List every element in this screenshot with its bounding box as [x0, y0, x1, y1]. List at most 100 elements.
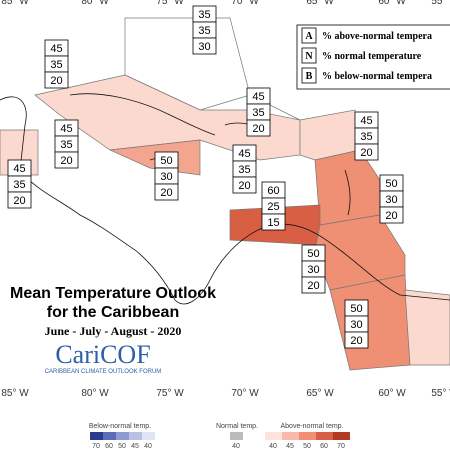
zone-suriname — [404, 289, 450, 366]
probability: 30 — [198, 41, 210, 53]
box-cell — [44, 71, 69, 89]
lesser-antilles — [344, 169, 351, 216]
legend-normal-title: Normal temp. — [216, 423, 258, 430]
probability: 45 — [13, 163, 25, 175]
probability: 30 — [385, 194, 397, 206]
box-cell — [54, 151, 79, 169]
probability: 20 — [360, 147, 372, 159]
box-cell — [7, 191, 32, 209]
probability: 30 — [350, 319, 362, 331]
legend-swatch — [282, 432, 299, 440]
longitude-label: 70° W — [231, 0, 259, 7]
longitude-label: 85° W — [1, 0, 29, 7]
probability: 35 — [13, 179, 25, 191]
longitude-label: 65° W — [306, 0, 334, 7]
key: A % above-normal tempera N % normal tempera… — [301, 27, 432, 84]
longitude-label: 80° W — [81, 388, 109, 399]
legend-tick: 45 — [286, 443, 294, 450]
legend-tick: 40 — [144, 443, 152, 450]
probability: 45 — [238, 148, 250, 160]
probability: 20 — [350, 335, 362, 347]
legend-tick: 60 — [105, 443, 113, 450]
legend-swatch — [265, 432, 282, 440]
probability: 30 — [307, 264, 319, 276]
box-cell — [354, 143, 379, 161]
key-letter: B — [306, 71, 313, 82]
longitude-label: 75° W — [156, 388, 184, 399]
probability: 20 — [238, 180, 250, 192]
probability: 45 — [60, 123, 72, 135]
probability: 20 — [50, 75, 62, 87]
legend-swatch — [333, 432, 350, 440]
key-letter: N — [305, 51, 313, 62]
longitude-label: 55° W — [431, 388, 450, 399]
box-cell — [246, 119, 271, 137]
longitude-bottom: 85° W 80° W 75° W 70° W 65° W 60° W 55° W — [1, 388, 450, 399]
key-text: % below-normal tempera — [322, 71, 432, 82]
box-cell — [192, 37, 217, 55]
longitude-top: 85° W 80° W 75° W 70° W 65° W 60° W 55° W — [1, 0, 450, 7]
probability: 35 — [360, 131, 372, 143]
box-cell — [301, 276, 326, 294]
box-cell — [344, 331, 369, 349]
longitude-label: 55° W — [431, 0, 450, 7]
probability: 20 — [13, 195, 25, 207]
legend-tick: 45 — [131, 443, 139, 450]
probability: 50 — [350, 303, 362, 315]
legend-tick: 50 — [303, 443, 311, 450]
legend-swatch — [103, 432, 116, 440]
key-letter: A — [305, 31, 313, 42]
key-text: % normal temperature — [322, 51, 422, 62]
longitude-label: 70° W — [231, 388, 259, 399]
legend-swatch — [316, 432, 333, 440]
box-cell — [379, 206, 404, 224]
probability: 20 — [160, 187, 172, 199]
probability: 30 — [160, 171, 172, 183]
legend: 70 60 50 45 40 40 40 45 50 60 70 — [90, 432, 350, 450]
key-box — [296, 24, 450, 90]
box-cell — [261, 213, 286, 231]
probability: 20 — [60, 155, 72, 167]
legend-swatch — [142, 432, 155, 440]
probability: 60 — [267, 185, 279, 197]
cuba — [69, 93, 216, 136]
probability: 50 — [307, 248, 319, 260]
longitude-label: 80° W — [81, 0, 109, 7]
key-text: % above-normal tempera — [322, 31, 432, 42]
legend-tick: 70 — [337, 443, 345, 450]
probability: 20 — [307, 280, 319, 292]
mainland-coast — [0, 96, 450, 305]
logo: CariCOF — [55, 340, 150, 369]
probability: 25 — [267, 201, 279, 213]
legend-tick: 40 — [269, 443, 277, 450]
longitude-label: 85° W — [1, 388, 29, 399]
probability-boxes: 35 35 30 45 35 20 45 35 20 45 35 20 50 30 20 45 35 20 45 35… — [7, 5, 404, 349]
probability: 35 — [252, 107, 264, 119]
box-cell — [154, 183, 179, 201]
legend-tick: 50 — [118, 443, 126, 450]
longitude-label: 65° W — [306, 388, 334, 399]
title-line1: Mean Temperature Outlook — [10, 285, 216, 302]
period: June - July - August - 2020 — [45, 324, 182, 338]
legend-swatch — [230, 432, 243, 440]
probability: 45 — [50, 43, 62, 55]
legend-above-title: Above-normal temp. — [280, 423, 343, 430]
box-cell — [232, 176, 257, 194]
probability: 50 — [160, 155, 172, 167]
legend-tick: 70 — [92, 443, 100, 450]
probability: 35 — [60, 139, 72, 151]
probability: 35 — [198, 9, 210, 21]
probability: 20 — [385, 210, 397, 222]
legend-swatch — [299, 432, 316, 440]
legend-tick: 60 — [320, 443, 328, 450]
probability: 35 — [238, 164, 250, 176]
legend-swatch — [129, 432, 142, 440]
longitude-label: 75° W — [156, 0, 184, 7]
logo-sub: CARIBBEAN CLIMATE OUTLOOK FORUM — [45, 369, 162, 375]
title-line2: for the Caribbean — [47, 304, 179, 321]
probability: 20 — [252, 123, 264, 135]
key-letter-box — [301, 67, 317, 84]
probability: 15 — [267, 217, 279, 229]
legend-swatch — [116, 432, 129, 440]
